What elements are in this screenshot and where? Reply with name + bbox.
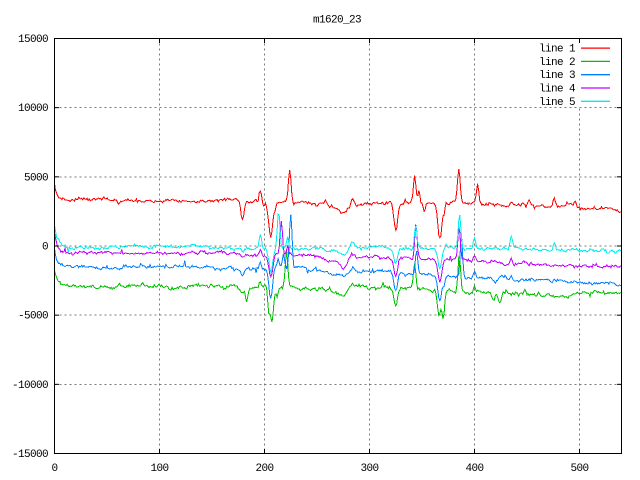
svg-text:100: 100	[150, 463, 168, 475]
svg-text:line 1: line 1	[539, 44, 576, 56]
svg-text:10000: 10000	[18, 103, 48, 115]
svg-text:line 3: line 3	[539, 70, 575, 82]
svg-text:5000: 5000	[24, 172, 48, 184]
svg-text:200: 200	[255, 463, 273, 475]
svg-text:0: 0	[42, 242, 48, 254]
svg-text:m1620_23: m1620_23	[313, 15, 361, 27]
svg-text:300: 300	[360, 463, 378, 475]
svg-text:-5000: -5000	[18, 311, 48, 323]
svg-text:400: 400	[465, 463, 483, 475]
svg-text:0: 0	[51, 463, 57, 475]
svg-text:line 4: line 4	[539, 84, 576, 96]
svg-text:15000: 15000	[18, 34, 48, 46]
svg-text:line 2: line 2	[539, 57, 575, 69]
svg-text:-10000: -10000	[12, 380, 48, 392]
svg-text:-15000: -15000	[12, 449, 48, 461]
svg-text:line 5: line 5	[539, 97, 575, 109]
svg-text:500: 500	[570, 463, 588, 475]
